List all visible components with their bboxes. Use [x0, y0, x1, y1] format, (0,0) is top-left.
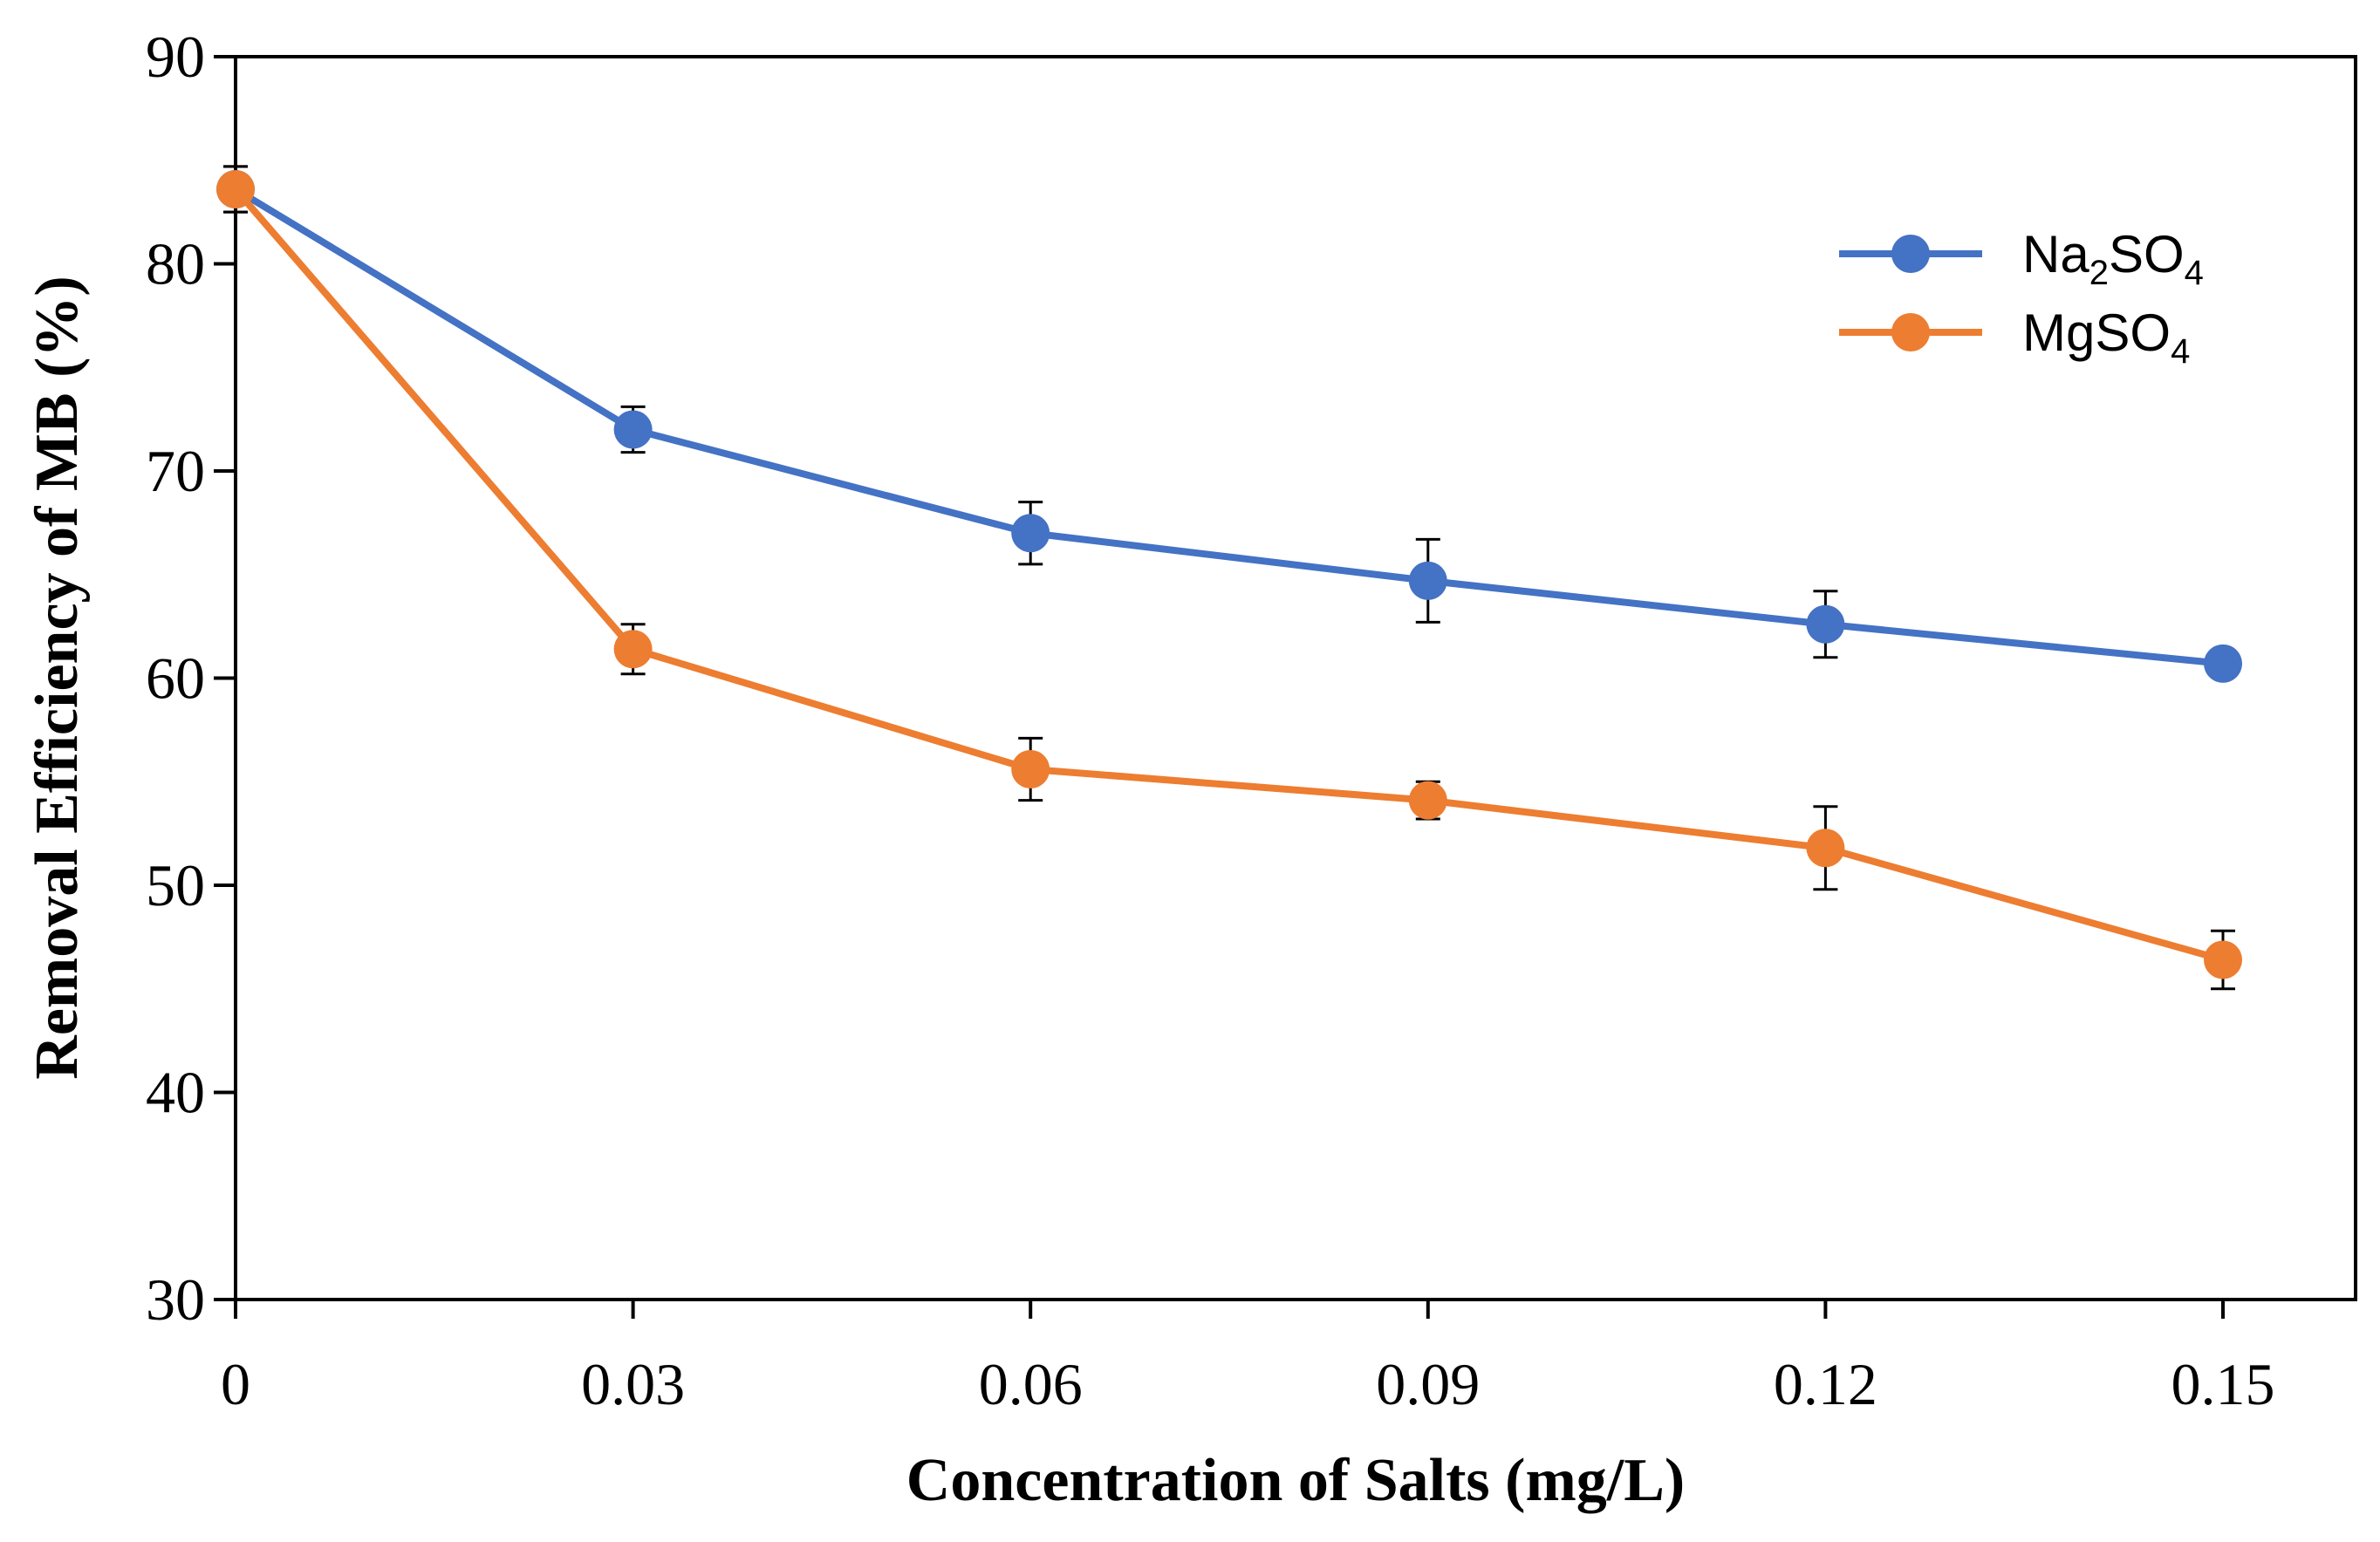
x-tick-label-3: 0.09 — [1376, 1351, 1480, 1417]
legend: Na2SO4 MgSO4 — [1839, 225, 2204, 371]
x-axis: 0 0.03 0.06 0.09 0.12 0.15 — [221, 1300, 2275, 1417]
data-point-na2so4-3 — [1408, 561, 1447, 600]
y-tick-label-90: 90 — [146, 24, 205, 90]
legend-entry-na2so4: Na2SO4 — [1839, 225, 2204, 292]
series-mgso4 — [216, 165, 2242, 991]
legend-label-na2so4: Na2SO4 — [2022, 225, 2204, 292]
legend-na2so4-main: Na — [2022, 225, 2089, 283]
x-tick-label-0: 0 — [221, 1351, 250, 1417]
y-axis-title: Removal Efficiency of MB (%) — [24, 276, 91, 1079]
y-tick-label-80: 80 — [146, 231, 205, 297]
y-tick-label-70: 70 — [146, 438, 205, 504]
x-tick-label-4: 0.12 — [1774, 1351, 1877, 1417]
data-point-na2so4-5 — [2204, 644, 2242, 683]
x-tick-label-5: 0.15 — [2171, 1351, 2275, 1417]
data-point-mgso4-1 — [613, 630, 653, 669]
y-tick-label-60: 60 — [146, 645, 205, 712]
legend-na2so4-mid: SO — [2109, 225, 2185, 283]
y-axis: 30 40 50 60 70 80 90 — [146, 24, 236, 1333]
legend-mgso4-mid: SO — [2095, 304, 2171, 362]
legend-marker-mgso4 — [1891, 313, 1930, 351]
data-point-mgso4-0 — [216, 170, 255, 208]
data-point-mgso4-4 — [1806, 829, 1845, 868]
x-tick-label-1: 0.03 — [581, 1351, 685, 1417]
series-line-mgso4 — [232, 187, 2225, 964]
x-tick-label-2: 0.06 — [979, 1351, 1083, 1417]
data-point-mgso4-5 — [2204, 940, 2242, 979]
series-na2so4 — [216, 165, 2242, 683]
series-line-na2so4 — [233, 186, 2224, 667]
y-tick-label-50: 50 — [146, 852, 205, 918]
legend-mgso4-main: Mg — [2022, 304, 2095, 362]
x-axis-title: Concentration of Salts (mg/L) — [906, 1447, 1685, 1514]
data-point-na2so4-1 — [613, 410, 653, 449]
legend-label-mgso4: MgSO4 — [2022, 304, 2190, 371]
y-tick-label-40: 40 — [146, 1060, 205, 1126]
y-tick-label-30: 30 — [146, 1266, 205, 1333]
data-point-na2so4-2 — [1011, 514, 1050, 553]
series-layer — [216, 165, 2242, 991]
data-point-mgso4-2 — [1011, 750, 1050, 788]
legend-mgso4-sub2: 4 — [2171, 332, 2190, 371]
legend-entry-mgso4: MgSO4 — [1839, 304, 2190, 371]
legend-marker-na2so4 — [1891, 235, 1930, 273]
legend-na2so4-sub1: 2 — [2089, 254, 2109, 292]
data-point-mgso4-3 — [1408, 781, 1447, 820]
legend-na2so4-sub2: 4 — [2185, 254, 2204, 292]
data-point-na2so4-4 — [1806, 604, 1845, 644]
